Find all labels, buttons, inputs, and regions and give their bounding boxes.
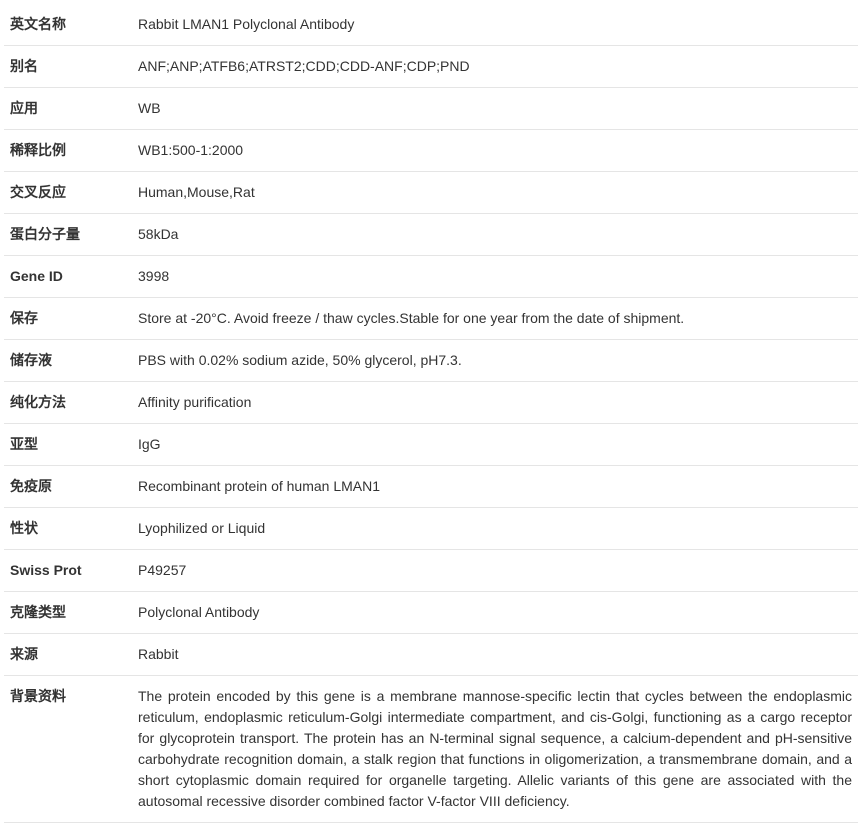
- row-label: 英文名称: [4, 4, 132, 46]
- row-label: 来源: [4, 634, 132, 676]
- row-value: Lyophilized or Liquid: [132, 508, 858, 550]
- row-label: 背景资料: [4, 676, 132, 823]
- table-row: 纯化方法Affinity purification: [4, 382, 858, 424]
- row-label: 蛋白分子量: [4, 214, 132, 256]
- row-value: WB: [132, 88, 858, 130]
- row-label: 性状: [4, 508, 132, 550]
- row-value: PBS with 0.02% sodium azide, 50% glycero…: [132, 340, 858, 382]
- table-row: 稀释比例WB1:500-1:2000: [4, 130, 858, 172]
- table-row: 应用WB: [4, 88, 858, 130]
- row-value: P49257: [132, 550, 858, 592]
- spec-table-body: 英文名称Rabbit LMAN1 Polyclonal Antibody别名AN…: [4, 4, 858, 823]
- table-row: Gene ID3998: [4, 256, 858, 298]
- table-row: 英文名称Rabbit LMAN1 Polyclonal Antibody: [4, 4, 858, 46]
- row-label: 别名: [4, 46, 132, 88]
- row-value: 58kDa: [132, 214, 858, 256]
- row-label: 免疫原: [4, 466, 132, 508]
- row-value: 3998: [132, 256, 858, 298]
- row-value: Affinity purification: [132, 382, 858, 424]
- row-label: 应用: [4, 88, 132, 130]
- row-label: 亚型: [4, 424, 132, 466]
- row-label: 保存: [4, 298, 132, 340]
- row-label: Gene ID: [4, 256, 132, 298]
- table-row: 别名ANF;ANP;ATFB6;ATRST2;CDD;CDD-ANF;CDP;P…: [4, 46, 858, 88]
- row-label: 稀释比例: [4, 130, 132, 172]
- row-value: Rabbit: [132, 634, 858, 676]
- table-row: Swiss ProtP49257: [4, 550, 858, 592]
- table-row: 保存Store at -20°C. Avoid freeze / thaw cy…: [4, 298, 858, 340]
- row-value: Polyclonal Antibody: [132, 592, 858, 634]
- table-row: 蛋白分子量58kDa: [4, 214, 858, 256]
- row-value: Recombinant protein of human LMAN1: [132, 466, 858, 508]
- table-row: 免疫原Recombinant protein of human LMAN1: [4, 466, 858, 508]
- row-value: ANF;ANP;ATFB6;ATRST2;CDD;CDD-ANF;CDP;PND: [132, 46, 858, 88]
- table-row: 来源Rabbit: [4, 634, 858, 676]
- row-value: Store at -20°C. Avoid freeze / thaw cycl…: [132, 298, 858, 340]
- row-value: Rabbit LMAN1 Polyclonal Antibody: [132, 4, 858, 46]
- table-row: 亚型IgG: [4, 424, 858, 466]
- table-row: 交叉反应Human,Mouse,Rat: [4, 172, 858, 214]
- row-label: 储存液: [4, 340, 132, 382]
- row-label: 纯化方法: [4, 382, 132, 424]
- table-row: 储存液PBS with 0.02% sodium azide, 50% glyc…: [4, 340, 858, 382]
- table-row: 性状Lyophilized or Liquid: [4, 508, 858, 550]
- spec-table: 英文名称Rabbit LMAN1 Polyclonal Antibody别名AN…: [4, 4, 858, 823]
- row-value: WB1:500-1:2000: [132, 130, 858, 172]
- row-value: The protein encoded by this gene is a me…: [132, 676, 858, 823]
- table-row: 背景资料The protein encoded by this gene is …: [4, 676, 858, 823]
- row-label: 交叉反应: [4, 172, 132, 214]
- row-value: Human,Mouse,Rat: [132, 172, 858, 214]
- row-value: IgG: [132, 424, 858, 466]
- row-label: Swiss Prot: [4, 550, 132, 592]
- table-row: 克隆类型Polyclonal Antibody: [4, 592, 858, 634]
- row-label: 克隆类型: [4, 592, 132, 634]
